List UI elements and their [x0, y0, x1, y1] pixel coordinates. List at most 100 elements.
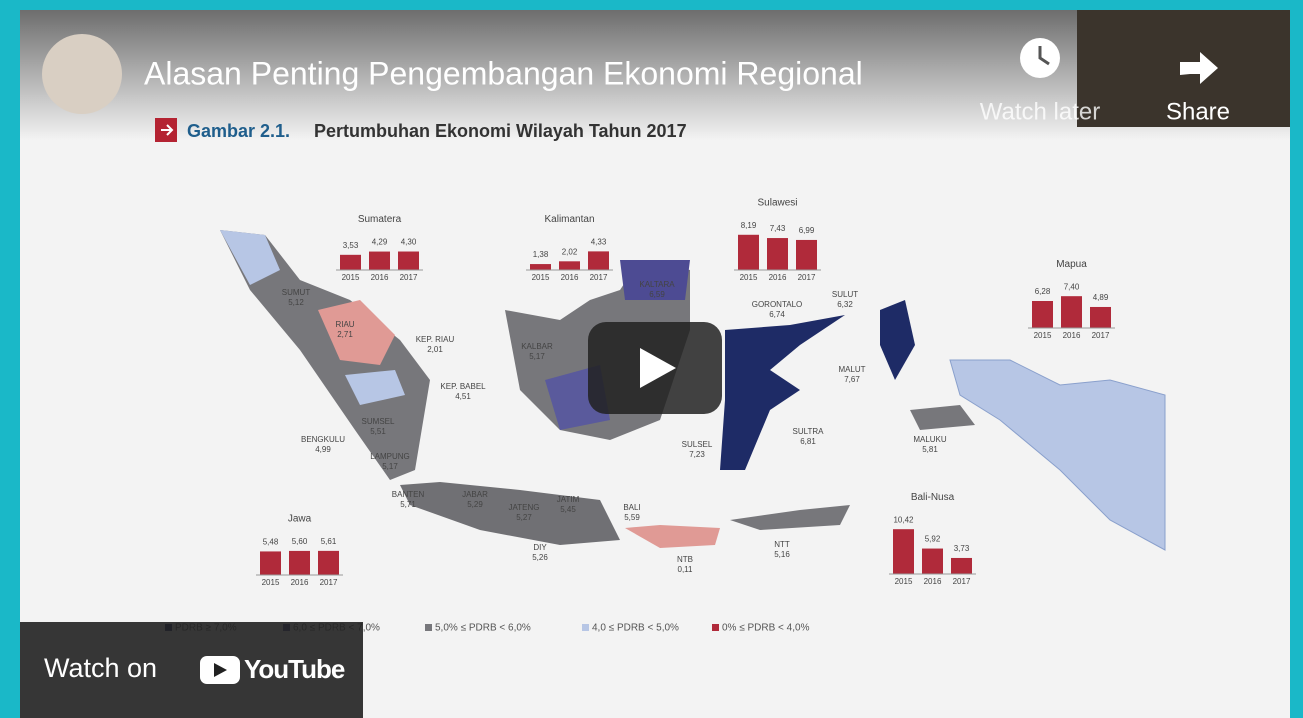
legend-swatch — [425, 624, 432, 631]
province-name: RIAU — [335, 320, 354, 329]
province-value: 5,51 — [370, 427, 386, 436]
province-value: 5,71 — [400, 500, 416, 509]
province-name: KALBAR — [521, 342, 553, 351]
province-name: MALUKU — [913, 435, 947, 444]
region-title: Sumatera — [358, 214, 402, 225]
province-value: 6,32 — [837, 300, 853, 309]
year-label: 2015 — [1034, 331, 1052, 340]
province-name: MALUT — [838, 365, 865, 374]
bar — [922, 549, 943, 574]
province-name: JATENG — [509, 503, 540, 512]
bar-value-label: 3,73 — [954, 544, 970, 553]
bar — [318, 551, 339, 575]
watch-on[interactable]: Watch on — [44, 653, 157, 683]
bar — [559, 261, 580, 270]
year-label: 2015 — [342, 273, 360, 282]
year-label: 2017 — [590, 273, 608, 282]
bar-value-label: 4,33 — [591, 237, 607, 246]
province-name: KEP. BABEL — [440, 382, 486, 391]
bar — [340, 255, 361, 270]
province-value: 5,59 — [624, 513, 640, 522]
year-label: 2016 — [291, 578, 309, 587]
bar-value-label: 6,28 — [1035, 287, 1051, 296]
province-name: SUMSEL — [362, 417, 395, 426]
bar-value-label: 6,99 — [799, 226, 815, 235]
province-value: 5,81 — [922, 445, 938, 454]
watch-later[interactable]: Watch later — [980, 98, 1100, 125]
province-name: BALI — [623, 503, 640, 512]
channel-avatar[interactable] — [42, 34, 122, 114]
year-label: 2017 — [320, 578, 338, 587]
figure-title: Pertumbuhan Ekonomi Wilayah Tahun 2017 — [314, 121, 687, 141]
legend-swatch — [582, 624, 589, 631]
bar-value-label: 1,38 — [533, 250, 549, 259]
province-value: 4,51 — [455, 392, 471, 401]
province-name: JATIM — [557, 495, 580, 504]
bar — [1032, 301, 1053, 328]
province-value: 7,23 — [689, 450, 705, 459]
province-name: SULTRA — [793, 427, 825, 436]
legend-label: 4,0 ≤ PDRB < 5,0% — [592, 623, 679, 634]
legend-label: 5,0% ≤ PDRB < 6,0% — [435, 623, 531, 634]
bar-value-label: 2,02 — [562, 247, 578, 256]
page: 3,5320154,2920164,302017Sumatera1,382015… — [0, 0, 1303, 718]
province-value: 5,17 — [529, 352, 545, 361]
bar-value-label: 4,30 — [401, 238, 417, 247]
province-value: 5,29 — [467, 500, 483, 509]
bar-value-label: 5,61 — [321, 537, 337, 546]
bar — [369, 252, 390, 270]
region-title: Sulawesi — [757, 197, 797, 208]
youtube-logo-text[interactable]: YouTube — [244, 654, 345, 684]
province-value: 6,74 — [769, 310, 785, 319]
bar — [398, 252, 419, 270]
bar-value-label: 7,43 — [770, 224, 786, 233]
year-label: 2017 — [953, 577, 971, 586]
bar-value-label: 3,53 — [343, 241, 359, 250]
figure-number: Gambar 2.1. — [187, 121, 290, 141]
province-value: 5,27 — [516, 513, 532, 522]
bar — [738, 235, 759, 270]
legend-label: 0% ≤ PDRB < 4,0% — [722, 623, 810, 634]
video-embed: 3,5320154,2920164,302017Sumatera1,382015… — [0, 0, 1303, 718]
bar-value-label: 4,89 — [1093, 293, 1109, 302]
bar — [893, 529, 914, 574]
province-name: LAMPUNG — [370, 452, 410, 461]
year-label: 2016 — [924, 577, 942, 586]
year-label: 2017 — [1092, 331, 1110, 340]
year-label: 2015 — [262, 578, 280, 587]
bar-value-label: 5,48 — [263, 538, 279, 547]
bar — [260, 551, 281, 575]
play-button[interactable] — [588, 322, 722, 414]
province-name: BENGKULU — [301, 435, 345, 444]
province-value: 5,45 — [560, 505, 576, 514]
province-value: 5,17 — [382, 462, 398, 471]
legend-swatch — [712, 624, 719, 631]
province-name: SULUT — [832, 290, 858, 299]
region-title: Bali-Nusa — [911, 492, 955, 503]
bar-value-label: 8,19 — [741, 221, 757, 230]
year-label: 2015 — [740, 273, 758, 282]
year-label: 2017 — [798, 273, 816, 282]
province-value: 6,59 — [649, 290, 665, 299]
province-value: 5,16 — [774, 550, 790, 559]
region-title: Jawa — [288, 514, 312, 525]
share[interactable]: Share — [1166, 98, 1230, 125]
province-name: JABAR — [462, 490, 488, 499]
bar-value-label: 10,42 — [893, 515, 914, 524]
bar — [796, 240, 817, 270]
bar-value-label: 5,60 — [292, 537, 308, 546]
region-title: Kalimantan — [544, 214, 594, 225]
bar — [1090, 307, 1111, 328]
province-name: BANTEN — [392, 490, 425, 499]
province-value: 5,12 — [288, 298, 304, 307]
bar — [588, 251, 609, 270]
province-name: SUMUT — [282, 288, 311, 297]
video-title[interactable]: Alasan Penting Pengembangan Ekonomi Regi… — [144, 55, 863, 91]
province-name: KEP. RIAU — [416, 335, 455, 344]
year-label: 2016 — [769, 273, 787, 282]
bar-value-label: 5,92 — [925, 535, 941, 544]
year-label: 2015 — [532, 273, 550, 282]
year-label: 2016 — [1063, 331, 1081, 340]
province-value: 4,99 — [315, 445, 331, 454]
province-name: NTT — [774, 540, 790, 549]
